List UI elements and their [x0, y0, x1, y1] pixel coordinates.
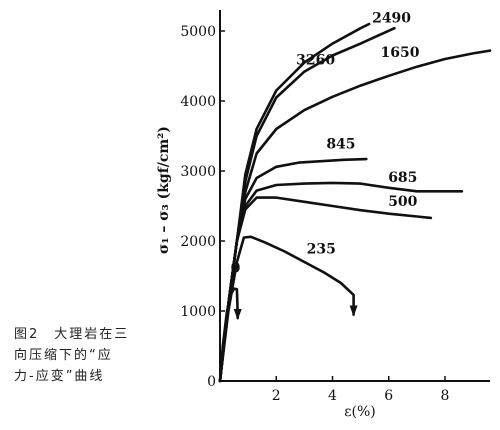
y-tick-label: 3000: [180, 164, 216, 180]
series-label-2490: 2490: [372, 11, 411, 27]
y-tick-label: 1000: [180, 304, 216, 320]
x-tick-label: 8: [441, 388, 450, 404]
series-line-500: [218, 196, 433, 383]
x-axis-label: ε(%): [344, 404, 375, 420]
series-label-3260: 3260: [296, 53, 335, 69]
series-line-1650: [218, 49, 492, 383]
fracture-arrow-235: [349, 305, 358, 317]
x-tick-label: 6: [384, 388, 393, 404]
y-tick-label: 0: [207, 374, 216, 390]
figure-caption: 图2 大理岩在三 向压缩下的“应 力-应变”曲线: [14, 327, 130, 384]
series-label-500: 500: [388, 194, 417, 210]
series-label-235: 235: [307, 242, 336, 258]
x-tick-label: 2: [272, 388, 281, 404]
series-line-235: [218, 235, 355, 383]
series-line-3260: [218, 22, 371, 383]
series-label-685: 685: [388, 170, 417, 186]
series-label-1650: 1650: [381, 45, 420, 61]
fracture-arrow-0: [233, 309, 242, 320]
y-tick-label: 2000: [180, 234, 216, 250]
series-label-845: 845: [326, 137, 355, 153]
y-tick-label: 5000: [180, 24, 216, 40]
x-tick-label: 4: [328, 388, 337, 404]
y-axis-label: σ₁ – σ₃ (kgf/cm²): [156, 126, 172, 254]
y-tick-label: 4000: [180, 94, 216, 110]
